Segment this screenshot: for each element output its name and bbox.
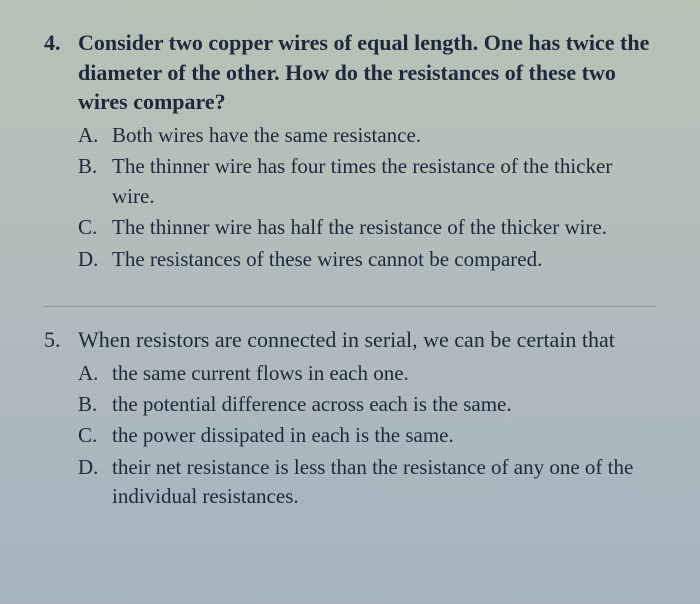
- question-4: 4. Consider two copper wires of equal le…: [44, 28, 656, 276]
- page: 4. Consider two copper wires of equal le…: [0, 0, 700, 514]
- option-b: B. the potential difference across each …: [78, 390, 656, 419]
- divider-line: [44, 306, 656, 307]
- question-5: 5. When resistors are connected in seria…: [44, 325, 656, 514]
- option-text: The thinner wire has four times the resi…: [112, 152, 656, 211]
- option-c: C. the power dissipated in each is the s…: [78, 421, 656, 450]
- option-d: D. The resistances of these wires cannot…: [78, 245, 656, 274]
- option-letter: A.: [78, 121, 112, 150]
- options-list: A. Both wires have the same resistance. …: [78, 121, 656, 274]
- option-text: the power dissipated in each is the same…: [112, 421, 656, 450]
- option-c: C. The thinner wire has half the resista…: [78, 213, 656, 242]
- question-number: 5.: [44, 325, 78, 514]
- option-text: the potential difference across each is …: [112, 390, 656, 419]
- option-letter: B.: [78, 152, 112, 211]
- option-letter: C.: [78, 213, 112, 242]
- question-stem: Consider two copper wires of equal lengt…: [78, 28, 656, 117]
- option-a: A. the same current flows in each one.: [78, 359, 656, 388]
- option-letter: C.: [78, 421, 112, 450]
- option-letter: D.: [78, 245, 112, 274]
- option-letter: B.: [78, 390, 112, 419]
- option-d: D. their net resistance is less than the…: [78, 453, 656, 512]
- option-text: The thinner wire has half the resistance…: [112, 213, 656, 242]
- option-a: A. Both wires have the same resistance.: [78, 121, 656, 150]
- question-number: 4.: [44, 28, 78, 276]
- question-body: Consider two copper wires of equal lengt…: [78, 28, 656, 276]
- question-body: When resistors are connected in serial, …: [78, 325, 656, 514]
- option-b: B. The thinner wire has four times the r…: [78, 152, 656, 211]
- option-text: Both wires have the same resistance.: [112, 121, 656, 150]
- option-text: The resistances of these wires cannot be…: [112, 245, 656, 274]
- option-text: the same current flows in each one.: [112, 359, 656, 388]
- option-text: their net resistance is less than the re…: [112, 453, 656, 512]
- option-letter: D.: [78, 453, 112, 512]
- question-stem: When resistors are connected in serial, …: [78, 325, 656, 355]
- option-letter: A.: [78, 359, 112, 388]
- options-list: A. the same current flows in each one. B…: [78, 359, 656, 512]
